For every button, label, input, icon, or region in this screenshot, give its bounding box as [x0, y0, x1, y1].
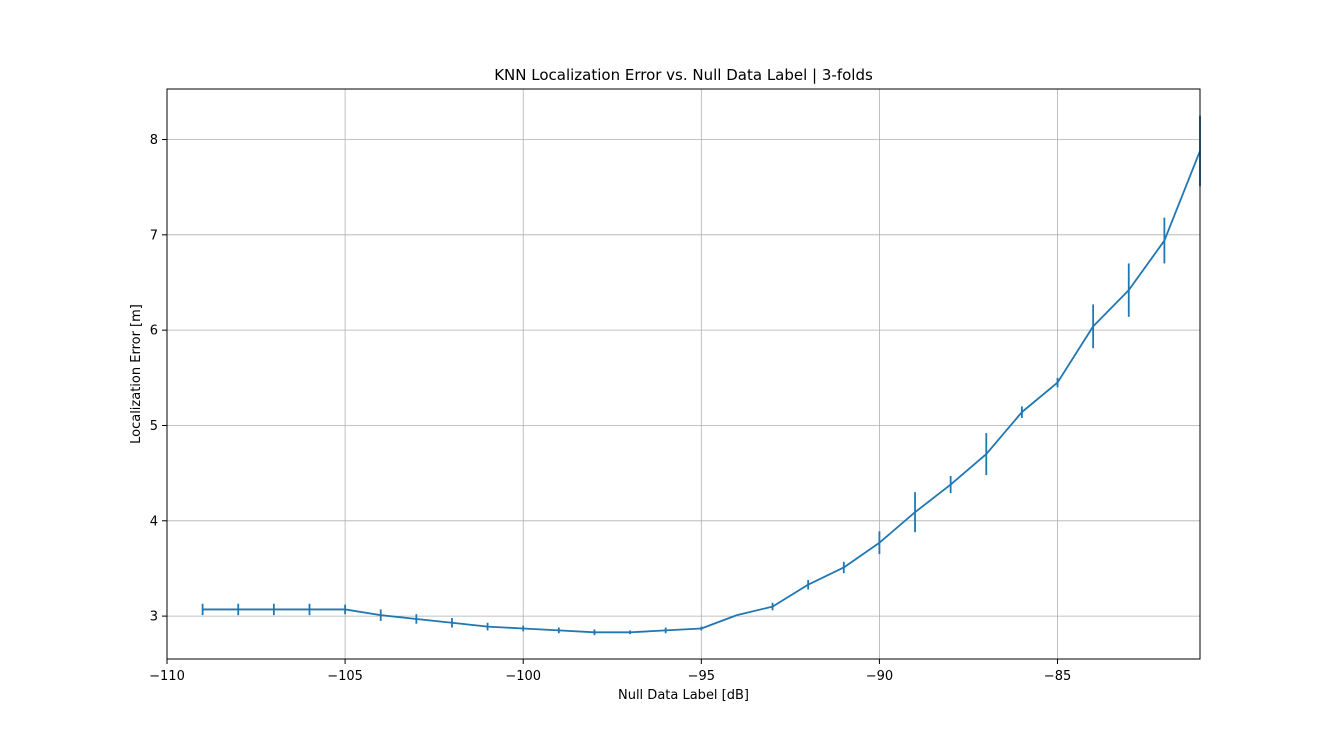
x-tick-label: −90: [866, 669, 893, 684]
x-tick-label: −85: [1044, 669, 1071, 684]
y-axis-label: Localization Error [m]: [129, 304, 144, 444]
y-tick-label: 4: [150, 514, 158, 529]
plot-area-frame: [166, 88, 1201, 660]
x-tick-label: −95: [688, 669, 715, 684]
y-tick-label: 6: [150, 324, 158, 339]
x-tick-label: −105: [327, 669, 363, 684]
grid-lines: [166, 89, 1200, 659]
x-axis-label: Null Data Label [dB]: [618, 688, 749, 703]
x-tick-label: −110: [149, 669, 185, 684]
y-tick-label: 3: [150, 610, 158, 625]
chart-title: KNN Localization Error vs. Null Data Lab…: [494, 66, 873, 84]
y-tick-label: 8: [150, 133, 158, 148]
y-tick-label: 7: [150, 228, 158, 243]
x-tick-label: −100: [505, 669, 541, 684]
axes: −110 −105 −100 −95 −90 −85 3 4 5 6 7 8: [149, 133, 1071, 684]
y-tick-label: 5: [150, 419, 158, 434]
